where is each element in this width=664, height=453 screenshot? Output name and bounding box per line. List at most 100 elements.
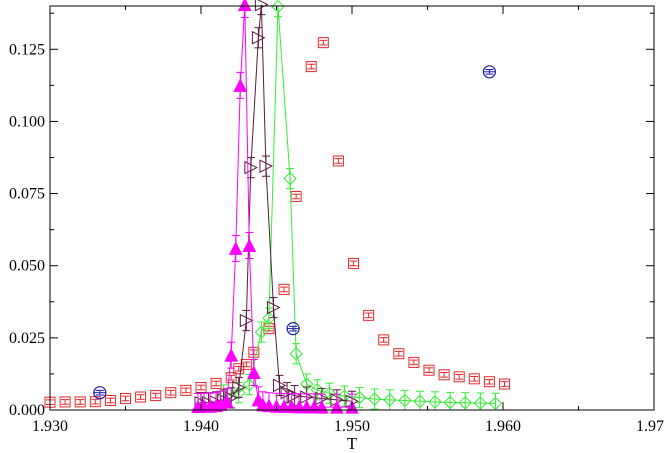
triangle-up-marker (228, 241, 243, 255)
square-marker (423, 364, 435, 376)
square-marker (150, 390, 162, 402)
y-tick-label: 0.000 (9, 402, 45, 419)
data-point (247, 359, 261, 386)
data-point (443, 391, 457, 411)
data-point (244, 157, 258, 179)
data-point (352, 386, 367, 409)
data-point (438, 369, 450, 381)
diamond-marker (271, 0, 285, 14)
square-marker (248, 346, 260, 358)
data-point (488, 392, 503, 411)
data-point (232, 376, 246, 399)
triangle-right-marker (239, 313, 254, 328)
square-marker (210, 377, 222, 389)
data-point (428, 391, 442, 411)
x-axis-title: T (347, 434, 358, 453)
diamond-marker (352, 390, 367, 405)
square-marker (135, 391, 147, 403)
diamond-marker (458, 396, 472, 410)
square-marker (278, 283, 290, 295)
data-point (278, 283, 290, 295)
x-tick-label: 1.960 (485, 418, 521, 435)
series-square (44, 37, 511, 408)
x-tick-label: 1.950 (334, 418, 370, 435)
diamond-marker (283, 171, 297, 186)
square-marker (438, 369, 450, 381)
data-point (165, 387, 177, 399)
data-point (289, 343, 303, 365)
data-point (266, 296, 281, 319)
data-point (408, 356, 420, 368)
data-point (254, 0, 269, 16)
series-line (223, 6, 496, 404)
diamond-marker (289, 347, 303, 361)
data-point (483, 376, 495, 388)
diamond-marker (242, 377, 257, 392)
data-point (251, 27, 266, 49)
data-point (254, 321, 269, 343)
plot-frame (49, 5, 655, 411)
y-tick-label: 0.050 (9, 258, 45, 275)
data-point (273, 374, 287, 397)
data-point (262, 307, 276, 329)
data-point (305, 61, 317, 73)
data-point (286, 322, 300, 336)
data-point (93, 386, 107, 400)
tick-layer: 1.930 1.940 1.950 1.960 1.970 0.000 0.025 0.050… (9, 6, 664, 435)
data-point (228, 234, 243, 262)
x-tick-label: 1.970 (636, 418, 664, 435)
data-point (248, 346, 260, 358)
x-tick-label: 1.930 (32, 418, 68, 435)
square-marker (165, 387, 177, 399)
square-marker (483, 376, 495, 388)
data-point (473, 392, 488, 411)
diamond-marker (367, 392, 382, 406)
triangle-right-marker (251, 30, 266, 45)
triangle-up-marker (237, 0, 252, 12)
square-marker (393, 348, 405, 360)
data-point (348, 257, 360, 269)
square-marker (348, 257, 360, 269)
data-point (104, 394, 116, 406)
triangle-up-marker (224, 348, 239, 362)
data-point (367, 388, 382, 410)
triangle-up-marker (219, 394, 234, 408)
diamond-marker (232, 385, 246, 400)
y-tick-label: 0.025 (9, 330, 45, 347)
x-tick-label: 1.940 (183, 418, 219, 435)
triangle-right-marker (288, 388, 302, 403)
square-marker (120, 392, 131, 404)
data-point (423, 364, 435, 376)
data-point (259, 155, 274, 177)
data-point (239, 309, 254, 332)
data-point (363, 309, 375, 321)
data-point (224, 341, 239, 369)
triangle-right-marker (266, 300, 281, 315)
square-marker (408, 356, 420, 368)
diamond-marker (413, 394, 427, 409)
square-marker (363, 309, 375, 321)
square-marker (74, 396, 86, 408)
diamond-marker (262, 311, 276, 325)
diamond-marker (488, 396, 503, 411)
diamond-marker (473, 396, 488, 410)
square-marker (453, 371, 465, 383)
y-tick-label: 0.075 (9, 186, 45, 203)
data-point (59, 396, 71, 408)
data-point (135, 391, 147, 403)
data-point (468, 373, 480, 385)
diamond-marker (254, 325, 269, 339)
square-marker (305, 61, 317, 73)
data-point (195, 381, 207, 393)
diamond-marker (383, 393, 397, 407)
square-marker (180, 384, 192, 396)
data-point (240, 358, 252, 370)
triangle-right-marker (254, 0, 269, 12)
square-marker (499, 378, 511, 390)
square-marker (104, 394, 116, 406)
series-line (197, 4, 352, 408)
square-marker (332, 155, 344, 167)
square-marker (317, 37, 329, 49)
triangle-up-marker (247, 365, 261, 379)
